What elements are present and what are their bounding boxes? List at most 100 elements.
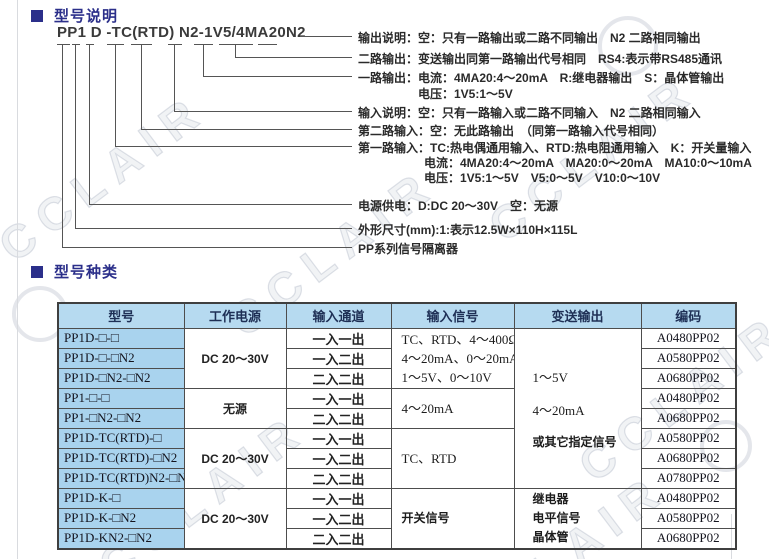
connector-line — [75, 228, 352, 229]
model-cell: PP1D-K-□ — [57, 487, 185, 509]
legend-output1: 一路输出：电流：4MA20:4～20mA R:继电器输出 S：晶体管输出 — [358, 71, 725, 85]
connector-line — [115, 45, 116, 146]
header-code: 编码 — [640, 302, 737, 329]
code-underline — [72, 44, 80, 45]
code-cell: A0680PP02 — [640, 407, 737, 429]
output-cell: 继电器 电平信号 晶体管 — [513, 487, 642, 549]
table-header-row: 型号 工作电源 输入通道 输入信号 变送输出 编码 — [57, 302, 737, 329]
header-output: 变送输出 — [513, 302, 642, 329]
connector-line — [141, 45, 142, 129]
table-row: PP1D-□N2-□N2 二入二出 A0680PP02 — [57, 367, 737, 389]
legend-output2: 二路输出：变送输出同第一路输出代号相同 RS4:表示带RS485通讯 — [358, 52, 723, 66]
code-underline — [86, 44, 94, 45]
code-cell: A0680PP02 — [640, 527, 737, 549]
legend-input2: 第二路输入：空：无此路输出 （同第一路输入代号相同） — [358, 124, 665, 138]
table-row: PP1D-TC(RTD)-□N2 一入二出 A0680PP02 — [57, 447, 737, 469]
legend-input1: 第一路输入：TC:热电偶通用输入、RTD:热电阻通用输入 K：开关量输入 — [358, 141, 752, 155]
table-row: PP1D-TC(RTD)-□ DC 20～30V 一入一出 TC、RTD A05… — [57, 427, 737, 489]
connector-line — [174, 45, 175, 111]
code-cell: A0580PP02 — [640, 427, 737, 449]
legend-output1-voltage: 电压：1V5:1～5V — [418, 87, 513, 101]
connector-line — [203, 76, 352, 77]
output-line: 4～20mA — [532, 402, 585, 418]
connector-line — [89, 45, 90, 204]
code-cell: A0580PP02 — [640, 507, 737, 529]
header-model: 型号 — [57, 302, 185, 329]
input-signal-cell: 开关信号 — [390, 487, 515, 549]
table-row: PP1D-□-□ DC 20～30V 一入一出 TC、RTD、4～400Ω 4～… — [57, 327, 737, 489]
legend-input1-current: 电流：4MA20:4～20mA MA20:0～20mA MA10:0～10mA — [424, 156, 752, 170]
code-underline — [219, 44, 253, 45]
code-underline — [194, 44, 213, 45]
code-cell: A0680PP02 — [640, 447, 737, 469]
section-bullet-icon — [31, 9, 43, 22]
input-signal-cell: TC、RTD — [390, 427, 515, 489]
output-line: 电平信号 — [532, 510, 581, 525]
connector-line — [235, 57, 352, 58]
connector-line — [174, 111, 352, 112]
table-row: PP1D-K-□ DC 20～30V 一入一出 开关信号 继电器 电平信号 晶体… — [57, 487, 737, 549]
section-model-spec-title: 型号说明 — [31, 5, 118, 26]
input-signal-cell: TC、RTD、4～400Ω 4～20mA、0～20mA 1～5V、0～10V — [390, 327, 515, 389]
table-row: PP1D-KN2-□N2 二入二出 A0680PP02 — [57, 527, 737, 549]
code-underline — [258, 44, 277, 45]
input-signal-line: 4～20mA — [401, 400, 454, 416]
header-input-channel: 输入通道 — [285, 302, 392, 329]
connector-line — [203, 45, 204, 76]
input-signal-cell: 4～20mA — [390, 387, 515, 429]
code-underline — [168, 44, 182, 45]
legend-series: PP系列信号隔离器 — [358, 242, 459, 256]
channel-cell: 一入二出 — [285, 507, 392, 529]
table-row: PP1-□-□ 无源 一入一出 4～20mA A0480PP02 — [57, 387, 737, 429]
channel-cell: 一入一出 — [285, 487, 392, 509]
table-row: PP1D-K-□N2 一入二出 A0580PP02 — [57, 507, 737, 529]
legend-power: 电源供电：D:DC 20～30V 空：无源 — [358, 199, 559, 213]
channel-cell: 一入二出 — [285, 447, 392, 469]
code-underline — [131, 44, 152, 45]
channel-cell: 二入二出 — [285, 467, 392, 489]
section-title-text: 型号说明 — [54, 8, 119, 25]
legend-input-desc: 输入说明：空：只有一路输入或二路不同输入 N2 二路相同输入 — [358, 106, 701, 120]
code-cell: A0680PP02 — [640, 367, 737, 389]
model-cell: PP1D-KN2-□N2 — [57, 527, 185, 549]
header-power: 工作电源 — [183, 302, 287, 329]
code-underline — [107, 44, 124, 45]
model-code: PP1 D -TC(RTD) N2-1V5/4MA20N2 — [57, 24, 306, 41]
channel-cell: 一入一出 — [285, 427, 392, 449]
code-cell: A0780PP02 — [640, 467, 737, 489]
code-underline — [57, 44, 70, 45]
section-model-types-title: 型号种类 — [31, 261, 118, 282]
legend-output-desc: 输出说明：空：只有一路输出或二路不同输出 N2 二路相同输出 — [358, 31, 701, 45]
channel-cell: 二入二出 — [285, 527, 392, 549]
connector-line — [115, 146, 352, 147]
input-signal-line: 开关信号 — [401, 510, 450, 525]
output-cell: 1～5V 4～20mA 或其它指定信号 — [513, 327, 642, 489]
input-signal-line: 1～5V、0～10V — [401, 369, 492, 385]
connector-line — [300, 36, 352, 37]
model-cell: PP1D-K-□N2 — [57, 507, 185, 529]
connector-line — [235, 45, 236, 57]
channel-cell: 一入一出 — [285, 327, 392, 349]
connector-line — [141, 129, 352, 130]
connector-line — [62, 45, 63, 247]
output-line: 或其它指定信号 — [532, 434, 617, 449]
connector-line — [62, 247, 352, 248]
connector-line — [89, 204, 352, 205]
power-cell: DC 20～30V — [183, 327, 287, 389]
code-cell: A0580PP02 — [640, 347, 737, 369]
model-cell: PP1D-□-□N2 — [57, 347, 185, 369]
connector-line — [75, 45, 76, 228]
power-cell: 无源 — [183, 387, 287, 429]
input-signal-line: TC、RTD — [401, 450, 457, 466]
legend-dimensions: 外形尺寸(mm):1:表示12.5W×110H×115L — [358, 223, 578, 237]
input-signal-line: 4～20mA、0～20mA — [401, 350, 514, 366]
model-types-table: 型号 工作电源 输入通道 输入信号 变送输出 编码 PP1D-□-□ DC 20… — [57, 302, 737, 550]
section-title-text: 型号种类 — [54, 264, 119, 281]
model-cell: PP1D-TC(RTD)-□N2 — [57, 447, 185, 469]
code-cell: A0480PP02 — [640, 487, 737, 509]
channel-cell: 二入二出 — [285, 367, 392, 389]
model-cell: PP1D-TC(RTD)-□ — [57, 427, 185, 449]
channel-cell: 一入二出 — [285, 347, 392, 369]
